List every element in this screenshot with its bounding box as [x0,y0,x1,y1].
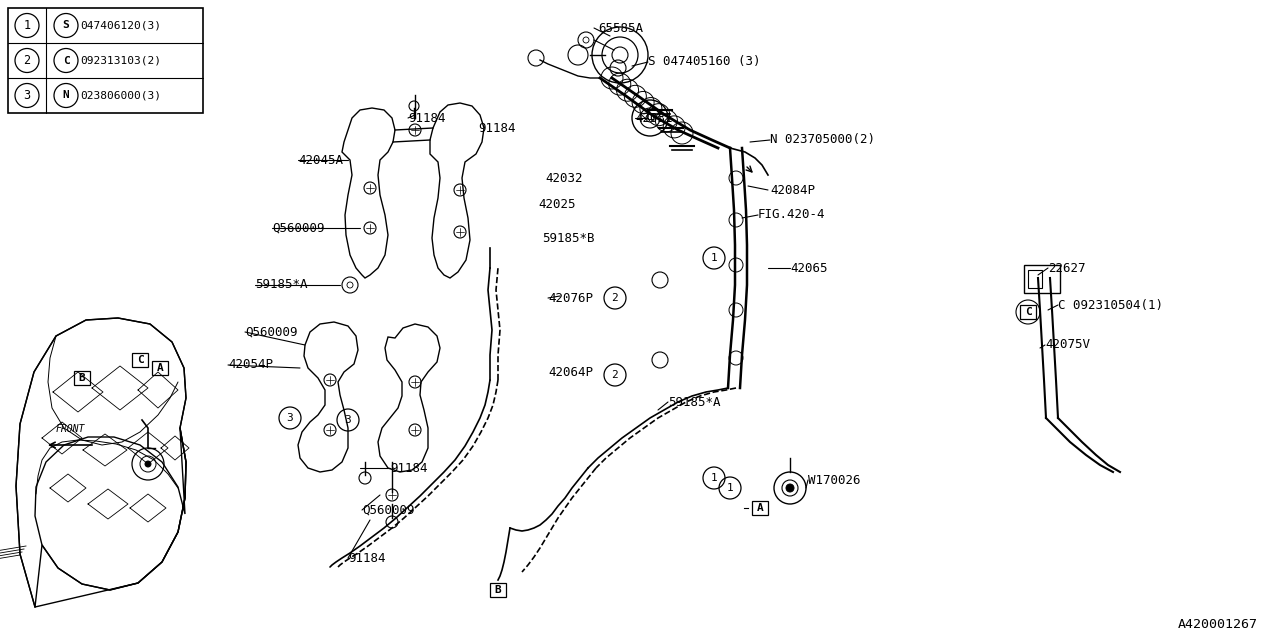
Text: N 023705000(2): N 023705000(2) [771,134,876,147]
Text: 22627: 22627 [1048,262,1085,275]
Text: 2: 2 [612,370,618,380]
Text: Q560009: Q560009 [244,326,297,339]
Text: C 092310504(1): C 092310504(1) [1059,298,1164,312]
Text: 3: 3 [287,413,293,423]
Text: C: C [1024,307,1032,317]
Text: S 047405160 (3): S 047405160 (3) [648,56,760,68]
Text: C: C [63,56,69,65]
Text: 42084P: 42084P [771,184,815,196]
Circle shape [786,484,794,492]
Text: 65585A: 65585A [598,22,643,35]
Text: 59185*A: 59185*A [255,278,307,291]
Text: 42045A: 42045A [298,154,343,166]
Text: B: B [494,585,502,595]
Text: 42054P: 42054P [228,358,273,371]
Text: 91184: 91184 [348,552,385,564]
Text: 59185*A: 59185*A [668,396,721,408]
Text: FRONT: FRONT [55,424,84,434]
Text: 3: 3 [23,89,31,102]
Text: A420001267: A420001267 [1178,618,1258,632]
Text: W170026: W170026 [808,474,860,486]
Bar [1028,270,1042,288]
Text: 2: 2 [612,293,618,303]
Text: A: A [756,503,763,513]
Bar [152,361,168,375]
Bar [8,8,204,113]
Text: 2: 2 [23,54,31,67]
Text: 42065: 42065 [790,262,827,275]
Text: 42076P: 42076P [548,291,593,305]
Text: B: B [78,373,86,383]
Text: 91184: 91184 [408,111,445,125]
Text: 092313103(2): 092313103(2) [79,56,161,65]
Text: Q560009: Q560009 [362,504,415,516]
Text: 42031: 42031 [635,111,672,125]
Text: 1: 1 [710,253,717,263]
Text: A: A [156,363,164,373]
Text: 1: 1 [727,483,733,493]
Bar [753,501,768,515]
Bar [132,353,148,367]
Text: C: C [137,355,143,365]
Bar [1020,305,1036,319]
Text: FIG.420-4: FIG.420-4 [758,209,826,221]
Text: 023806000(3): 023806000(3) [79,90,161,100]
Text: 1: 1 [710,473,717,483]
Text: 42075V: 42075V [1044,339,1091,351]
Text: 3: 3 [344,415,352,425]
Bar [74,371,90,385]
Text: 047406120(3): 047406120(3) [79,20,161,31]
Text: 42025: 42025 [538,198,576,211]
Bar [1024,265,1060,293]
Text: 59185*B: 59185*B [541,232,594,244]
Text: 91184: 91184 [477,122,516,134]
Bar [490,583,506,597]
Text: N: N [63,90,69,100]
Text: S: S [63,20,69,31]
Text: 1: 1 [23,19,31,32]
Text: 42032: 42032 [545,172,582,184]
Text: 42064P: 42064P [548,365,593,378]
Text: Q560009: Q560009 [273,221,325,234]
Circle shape [145,461,151,467]
Text: 91184: 91184 [390,461,428,474]
